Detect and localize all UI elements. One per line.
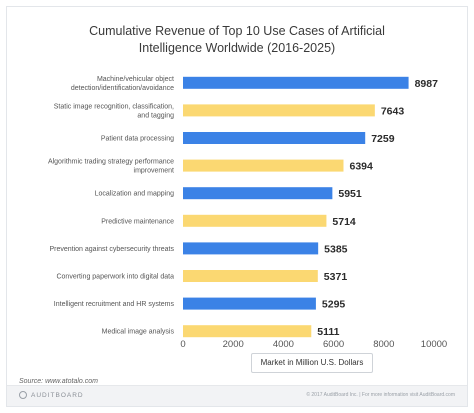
auditboard-logo-icon — [19, 391, 27, 399]
footer-copyright: © 2017 AuditBoard Inc. | For more inform… — [306, 392, 455, 398]
x-tick-label: 2000 — [223, 339, 244, 350]
bar — [183, 76, 409, 89]
bar — [183, 325, 312, 338]
data-label: 5951 — [338, 188, 362, 200]
category-label: Converting paperwork into digital data — [56, 274, 174, 281]
footer-brand: AUDITBOARD — [19, 391, 84, 399]
x-tick-label: 10000 — [421, 339, 447, 350]
bar — [183, 270, 318, 282]
chart-card: Cumulative Revenue of Top 10 Use Cases o… — [6, 6, 468, 407]
footer-bar: AUDITBOARD © 2017 AuditBoard Inc. | For … — [7, 385, 467, 406]
x-tick-label: 0 — [180, 339, 185, 350]
category-label: Algorithmic trading strategy performance… — [48, 159, 174, 175]
category-label: Machine/vehicular object detection/identi… — [71, 76, 174, 92]
source-note: Source: www.atotalo.com — [19, 378, 98, 385]
category-label: Predictive maintenance — [101, 218, 174, 225]
data-label: 7259 — [371, 133, 395, 145]
data-label: 5111 — [317, 326, 339, 338]
data-label: 5295 — [322, 299, 346, 311]
bar — [183, 104, 375, 117]
category-label: Medical image analysis — [102, 329, 175, 336]
data-label: 6394 — [349, 161, 373, 173]
data-label: 5714 — [332, 216, 356, 228]
bar — [183, 214, 327, 227]
bar — [183, 187, 333, 200]
x-tick-label: 4000 — [273, 339, 294, 350]
bar — [183, 159, 344, 172]
bar — [183, 242, 319, 255]
category-label: Localization and mapping — [95, 191, 174, 198]
x-axis-label: Market in Million U.S. Dollars — [251, 353, 373, 373]
data-label: 5385 — [324, 243, 348, 255]
bar — [183, 297, 316, 310]
category-label: Patient data processing — [101, 136, 174, 143]
category-label: Prevention against cybersecurity threats — [49, 246, 174, 253]
x-tick-label: 6000 — [323, 339, 344, 350]
data-label: 5371 — [324, 271, 348, 283]
chart-title: Cumulative Revenue of Top 10 Use Cases o… — [89, 24, 385, 55]
data-label: 8987 — [415, 78, 439, 90]
category-label: Static image recognition, classification… — [54, 103, 174, 119]
category-label: Intelligent recruitment and HR systems — [54, 301, 175, 308]
x-tick-label: 8000 — [373, 339, 394, 350]
bar — [183, 132, 366, 144]
footer-brand-text: AUDITBOARD — [31, 391, 84, 399]
data-label: 7643 — [381, 105, 405, 117]
bar-chart: 8987 Machine/vehicular object detection/id… — [48, 76, 447, 350]
